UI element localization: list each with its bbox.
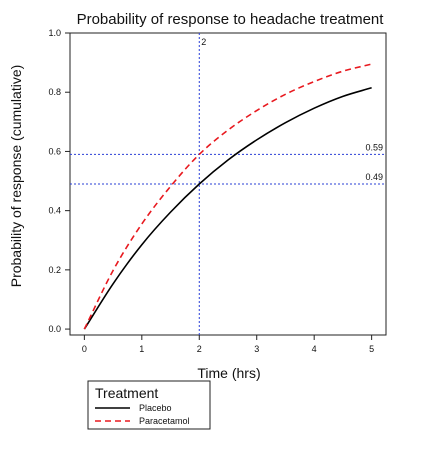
y-tick-label: 0.4 — [48, 206, 61, 216]
y-tick-label: 0.6 — [48, 146, 61, 156]
legend-label-paracetamol: Paracetamol — [139, 416, 190, 426]
x-tick-label: 2 — [197, 344, 202, 354]
series-layer — [83, 63, 372, 330]
x-tick-label: 1 — [139, 344, 144, 354]
chart-title: Probability of response to headache trea… — [77, 11, 385, 28]
y-tick-label: 0.0 — [48, 324, 61, 334]
horizontal-reference-label: 0.59 — [365, 142, 383, 152]
y-axis-ticks: 0.0 0.2 0.4 0.6 0.8 1.0 — [48, 28, 70, 334]
legend-title: Treatment — [95, 385, 158, 401]
y-tick-label: 0.2 — [48, 265, 61, 275]
x-tick-label: 5 — [369, 344, 374, 354]
x-tick-label: 4 — [312, 344, 317, 354]
x-axis-label: Time (hrs) — [197, 365, 260, 381]
y-tick-label: 1.0 — [48, 28, 61, 38]
legend: Treatment Placebo Paracetamol — [87, 380, 211, 430]
vertical-reference-label: 2 — [201, 37, 206, 47]
x-tick-label: 3 — [254, 344, 259, 354]
horizontal-reference-label: 0.49 — [365, 172, 383, 182]
x-tick-label: 0 — [82, 344, 87, 354]
reference-lines: 2 0.59 0.49 — [70, 33, 386, 335]
y-axis-label: Probability of response (cumulative) — [8, 65, 24, 288]
series-line-paracetamol — [83, 63, 372, 330]
legend-label-placebo: Placebo — [139, 403, 172, 413]
series-line-placebo — [83, 87, 372, 330]
y-tick-label: 0.8 — [48, 87, 61, 97]
x-axis-ticks: 0 1 2 3 4 5 — [82, 335, 374, 354]
